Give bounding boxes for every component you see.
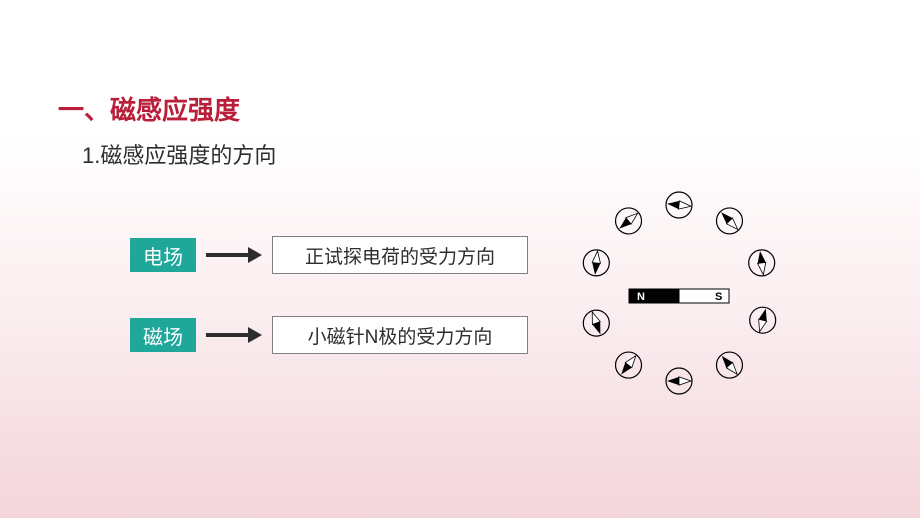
compass-icon — [616, 352, 642, 378]
section-heading: 一、磁感应强度 — [58, 90, 240, 127]
bar-magnet-s-label: S — [715, 291, 722, 303]
compass-icon — [750, 307, 776, 333]
bar-magnet-compass-diagram: NS — [574, 188, 784, 398]
compass-icon — [666, 368, 692, 394]
section-subheading-text: 1.磁感应强度的方向 — [82, 143, 276, 168]
section-subheading: 1.磁感应强度的方向 — [82, 138, 276, 170]
concept-tag: 磁场 — [130, 318, 196, 352]
arrow-right-icon — [206, 327, 262, 343]
bar-magnet-n-label: N — [637, 291, 645, 303]
bar-magnet: NS — [629, 289, 729, 303]
concept-tag-label: 磁场 — [143, 321, 183, 350]
compass-icon — [716, 352, 742, 378]
compass-icon — [666, 192, 692, 218]
compass-icon — [749, 250, 775, 276]
section-heading-text: 一、磁感应强度 — [58, 95, 240, 125]
arrow-right-icon — [206, 247, 262, 263]
compass-icon — [716, 208, 742, 234]
definition-box: 小磁针N极的受力方向 — [272, 316, 528, 354]
definition-box-text: 小磁针N极的受力方向 — [308, 322, 493, 349]
compass-icon — [583, 250, 609, 276]
definition-box: 正试探电荷的受力方向 — [272, 236, 528, 274]
compass-icon — [583, 310, 609, 336]
concept-tag: 电场 — [130, 238, 196, 272]
definition-box-text: 正试探电荷的受力方向 — [305, 242, 495, 269]
compass-icon — [616, 208, 642, 234]
concept-tag-label: 电场 — [143, 241, 183, 270]
